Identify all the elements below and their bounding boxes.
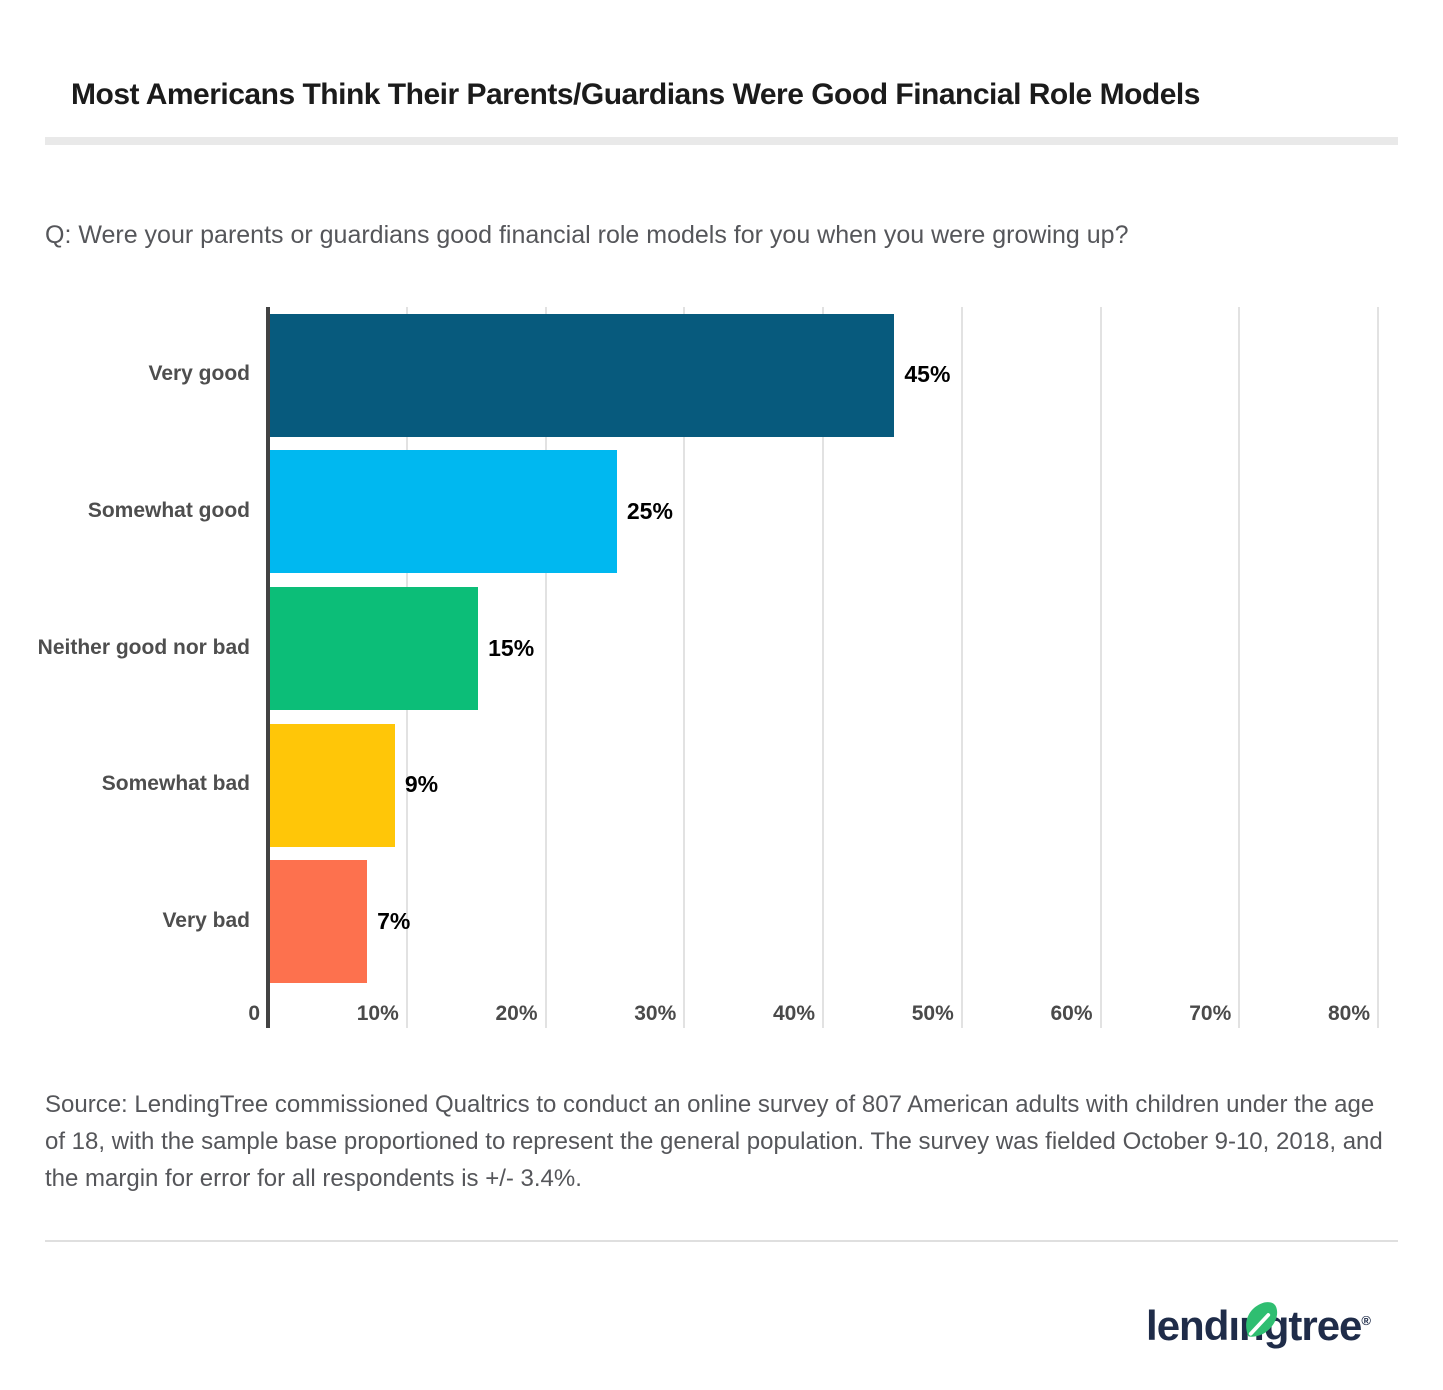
bar-somewhat-bad [270, 723, 395, 847]
logo-wordmark: lendıngtree® [1146, 1302, 1371, 1350]
value-label: 9% [404, 771, 439, 798]
x-tick-label: 80% [1327, 1002, 1370, 1025]
value-label: 25% [626, 497, 673, 524]
category-label: Somewhat good [87, 498, 250, 522]
x-gridline [1377, 307, 1379, 1028]
logo-text-pre: lend [1146, 1302, 1229, 1349]
x-gridline [683, 307, 686, 1028]
x-tick-label: 30% [634, 1002, 677, 1025]
registered-mark: ® [1361, 1313, 1371, 1328]
bar-very-good [270, 313, 895, 437]
value-label: 15% [488, 634, 535, 661]
logo-text-i: ı [1228, 1302, 1240, 1349]
x-tick-label: 0 [248, 1002, 260, 1025]
x-tick-label: 40% [772, 1002, 815, 1025]
bar-chart: Very good 45% Somewhat good 25% Neither good… [0, 307, 1443, 1028]
bar-neither-good-nor-bad [270, 587, 479, 710]
survey-question: Q: Were your parents or guardians good f… [45, 221, 1129, 249]
x-tick-label: 50% [911, 1002, 954, 1025]
x-gridline [960, 307, 963, 1028]
x-gridline [544, 307, 547, 1028]
x-tick-label: 60% [1050, 1002, 1093, 1025]
value-label: 45% [904, 361, 951, 388]
x-gridline [1238, 307, 1241, 1028]
page-title: Most Americans Think Their Parents/Guard… [71, 78, 1200, 111]
x-tick-label: 20% [495, 1002, 538, 1025]
category-label: Very bad [162, 908, 250, 932]
x-gridline [822, 307, 824, 1028]
y-axis-line [266, 307, 270, 1028]
leaf-icon [1246, 1302, 1278, 1337]
title-divider [45, 137, 1398, 145]
value-label: 7% [377, 907, 411, 934]
x-tick-label: 70% [1189, 1002, 1232, 1025]
footer-divider [45, 1240, 1398, 1242]
category-label: Somewhat bad [101, 772, 250, 796]
bar-very-bad [270, 860, 368, 984]
bar-somewhat-good [270, 450, 617, 574]
source-note: Source: LendingTree commissioned Qualtri… [45, 1091, 1383, 1192]
lendingtree-logo: lendıngtree® [1146, 1268, 1371, 1354]
category-label: Neither good nor bad [37, 635, 250, 659]
x-gridline [1099, 307, 1102, 1028]
category-label: Very good [148, 362, 250, 386]
x-tick-label: 10% [356, 1002, 399, 1025]
